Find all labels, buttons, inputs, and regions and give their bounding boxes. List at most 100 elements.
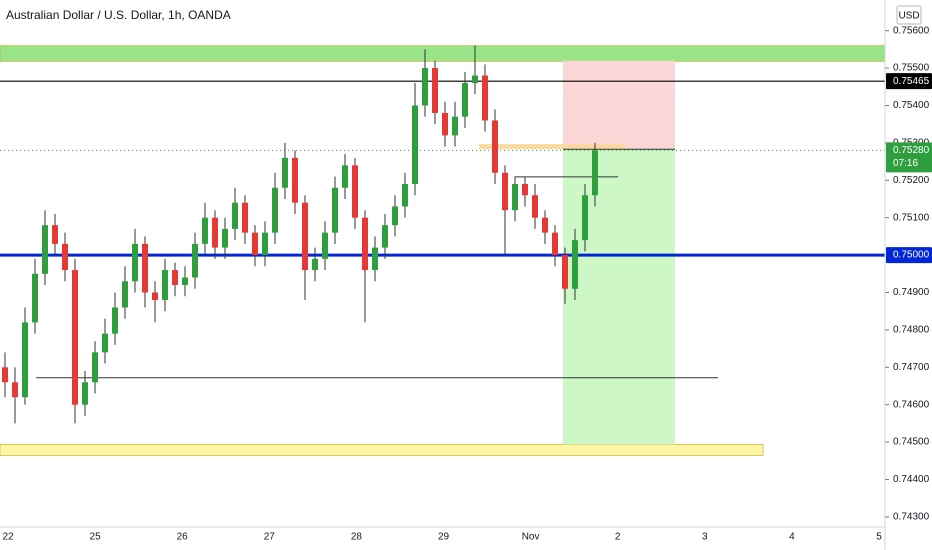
x-tick-label: 27 (264, 532, 276, 543)
x-tick-label: 29 (438, 532, 450, 543)
candle-body (172, 270, 178, 286)
y-tick-label: 0.74800 (893, 325, 930, 336)
price-tag-label: 0.75465 (893, 76, 930, 87)
candle-body (532, 195, 538, 218)
candle-body (522, 184, 528, 196)
price-tag-label: 0.75000 (893, 250, 930, 261)
price-tag (886, 142, 932, 173)
candle-body (152, 292, 158, 300)
candle-body (512, 184, 518, 211)
candle-body (52, 225, 58, 244)
candle-body (462, 83, 468, 117)
candle-body (162, 270, 168, 300)
zones (0, 45, 886, 456)
candle-body (62, 243, 68, 271)
candle-body (312, 258, 318, 271)
candle-body (182, 277, 188, 286)
zone (0, 444, 764, 456)
x-tick-label: 25 (90, 532, 102, 543)
y-tick-label: 0.74900 (893, 287, 930, 298)
zone (563, 60, 675, 150)
candle-body (12, 382, 18, 398)
candle-body (372, 247, 378, 271)
zone (563, 149, 675, 445)
candle-body (592, 150, 598, 196)
candle-body (352, 165, 358, 218)
candle-body (362, 217, 368, 271)
x-tick-label: 3 (702, 532, 708, 543)
y-tick-label: 0.75400 (893, 100, 930, 111)
y-tick-label: 0.75200 (893, 175, 930, 186)
price-tag-label: 0.75280 (893, 145, 930, 156)
candle-body (102, 333, 108, 353)
zone (0, 45, 886, 62)
candle-body (242, 202, 248, 233)
x-tick-label: 26 (177, 532, 189, 543)
x-tick-label: 22 (2, 532, 14, 543)
candle-body (92, 352, 98, 383)
x-tick-label: 4 (789, 532, 795, 543)
candle-body (132, 243, 138, 282)
candle-body (542, 217, 548, 233)
candle-body (212, 217, 218, 248)
x-tick-label: 28 (351, 532, 363, 543)
candle-body (252, 232, 258, 256)
price-tag (886, 247, 932, 264)
candle-body (572, 240, 578, 289)
candle-body (442, 112, 448, 136)
y-tick-label: 0.74500 (893, 437, 930, 448)
currency-box[interactable] (896, 5, 922, 25)
candle-body (82, 382, 88, 405)
candle-body (382, 225, 388, 248)
x-tick-label: Nov (522, 532, 540, 543)
currency: USD (898, 11, 919, 22)
candles (2, 45, 598, 424)
candle-body (22, 322, 28, 398)
y-tick-label: 0.74600 (893, 399, 930, 410)
y-tick-label: 0.75100 (893, 212, 930, 223)
zone (479, 143, 625, 150)
candle-body (552, 232, 558, 256)
candle-body (452, 116, 458, 136)
candle-body (422, 68, 428, 106)
title-bg (0, 6, 240, 26)
candle-body (72, 270, 78, 405)
x-tick-label: 2 (615, 532, 621, 543)
y-tick-label: 0.74700 (893, 362, 930, 373)
candle-body (2, 367, 8, 383)
candle-body (402, 184, 408, 207)
candle-body (202, 217, 208, 244)
candle-body (432, 68, 438, 113)
candle-body (222, 228, 228, 248)
candle-body (32, 273, 38, 323)
candle-body (122, 281, 128, 308)
candle-body (142, 243, 148, 293)
x-tick-label: 5 (876, 532, 882, 543)
candle-body (482, 75, 488, 121)
candle-body (262, 232, 268, 256)
candle-body (412, 105, 418, 185)
axis: 0.756000.755000.754000.753000.752000.751… (2, 25, 932, 543)
candle-body (582, 195, 588, 241)
candle-body (232, 202, 238, 229)
candle-body (342, 165, 348, 188)
candle-body (302, 202, 308, 271)
candle-body (392, 206, 398, 226)
y-tick-label: 0.74300 (893, 512, 930, 523)
y-tick-label: 0.75600 (893, 25, 930, 36)
candle-body (492, 120, 498, 173)
candle-body (332, 187, 338, 233)
candle-body (322, 232, 328, 259)
candle-body (112, 307, 118, 334)
candle-body (272, 187, 278, 233)
candle-body (282, 157, 288, 188)
candle-body (292, 157, 298, 203)
chart-title: Australian Dollar / U.S. Dollar, 1h, OAN… (6, 8, 231, 22)
candle-body (562, 255, 568, 289)
y-tick-label: 0.75500 (893, 63, 930, 74)
price-tag-countdown: 07:16 (893, 158, 918, 169)
candle-body (472, 75, 478, 84)
y-tick-label: 0.74400 (893, 474, 930, 485)
